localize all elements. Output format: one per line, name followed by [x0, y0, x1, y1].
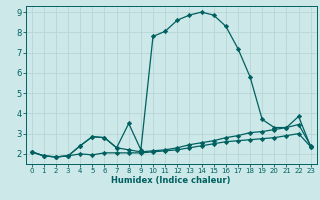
X-axis label: Humidex (Indice chaleur): Humidex (Indice chaleur)	[111, 176, 231, 185]
